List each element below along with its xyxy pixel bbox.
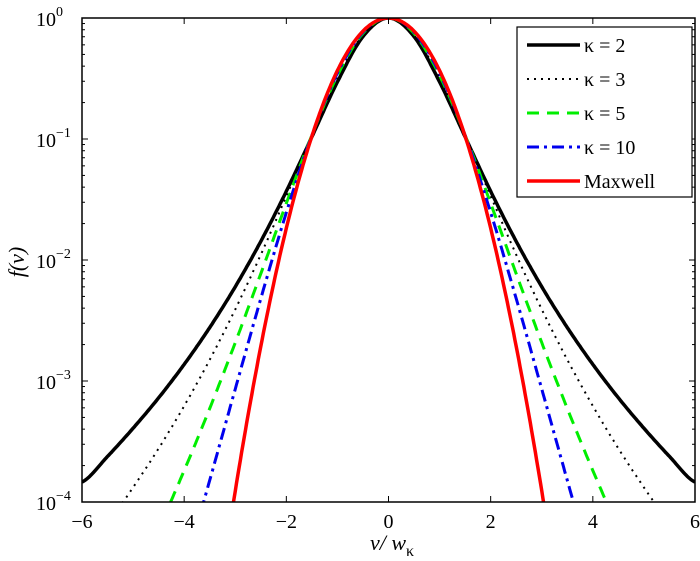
y-tick-label: 10−1 [36,126,71,152]
legend: κ = 2 κ = 3 κ = 5 κ = 10 Maxwell [516,26,693,198]
y-axis-label: f(v) [4,247,29,278]
legend-label-4: Maxwell [584,171,656,193]
y-tick-label: 10−2 [36,247,71,273]
x-axis-label: v/ wκ [370,530,414,560]
y-tick-labels: 100 10−1 10−2 10−3 10−4 [36,5,71,515]
x-tick-labels: −6 −4 −2 0 2 4 6 [71,511,700,533]
y-tick-label: 10−4 [36,489,71,515]
x-tick-label: 4 [588,511,598,533]
y-tick-label: 10−3 [36,368,71,394]
legend-box [516,26,693,198]
x-tick-label: 2 [486,511,496,533]
legend-label-2: κ = 5 [584,103,625,125]
y-tick-label: 100 [36,5,63,31]
x-tick-label: −6 [71,511,92,533]
legend-label-1: κ = 3 [584,69,625,91]
x-tick-label: −2 [276,511,297,533]
x-tick-label: 6 [690,511,700,533]
curves [82,18,695,502]
legend-label-3: κ = 10 [584,137,635,159]
legend-label-0: κ = 2 [584,35,625,57]
series-line-2 [168,18,609,502]
x-tick-label: −4 [174,511,195,533]
x-tick-label: 0 [384,511,394,533]
series-line-0 [82,18,695,484]
